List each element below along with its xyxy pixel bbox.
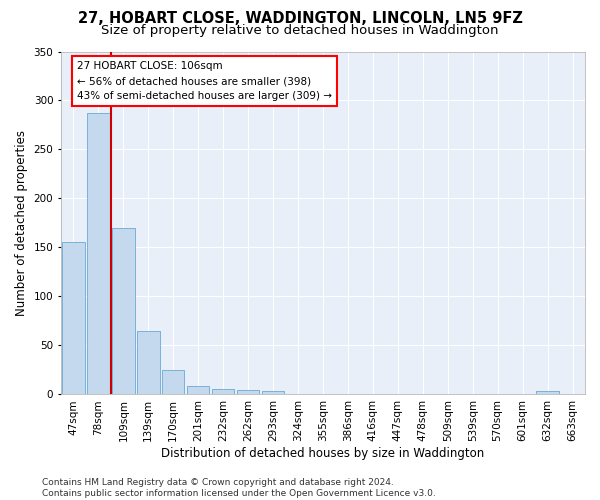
Bar bbox=[536, 390, 559, 394]
X-axis label: Distribution of detached houses by size in Waddington: Distribution of detached houses by size … bbox=[161, 447, 485, 460]
Bar bbox=[237, 390, 259, 394]
Bar bbox=[87, 113, 110, 394]
Y-axis label: Number of detached properties: Number of detached properties bbox=[15, 130, 28, 316]
Text: Contains HM Land Registry data © Crown copyright and database right 2024.
Contai: Contains HM Land Registry data © Crown c… bbox=[42, 478, 436, 498]
Bar bbox=[62, 242, 85, 394]
Bar bbox=[162, 370, 184, 394]
Bar bbox=[137, 331, 160, 394]
Text: 27, HOBART CLOSE, WADDINGTON, LINCOLN, LN5 9FZ: 27, HOBART CLOSE, WADDINGTON, LINCOLN, L… bbox=[77, 11, 523, 26]
Bar bbox=[112, 228, 134, 394]
Bar bbox=[212, 388, 235, 394]
Bar bbox=[187, 386, 209, 394]
Bar bbox=[262, 390, 284, 394]
Text: Size of property relative to detached houses in Waddington: Size of property relative to detached ho… bbox=[101, 24, 499, 37]
Text: 27 HOBART CLOSE: 106sqm
← 56% of detached houses are smaller (398)
43% of semi-d: 27 HOBART CLOSE: 106sqm ← 56% of detache… bbox=[77, 62, 332, 101]
